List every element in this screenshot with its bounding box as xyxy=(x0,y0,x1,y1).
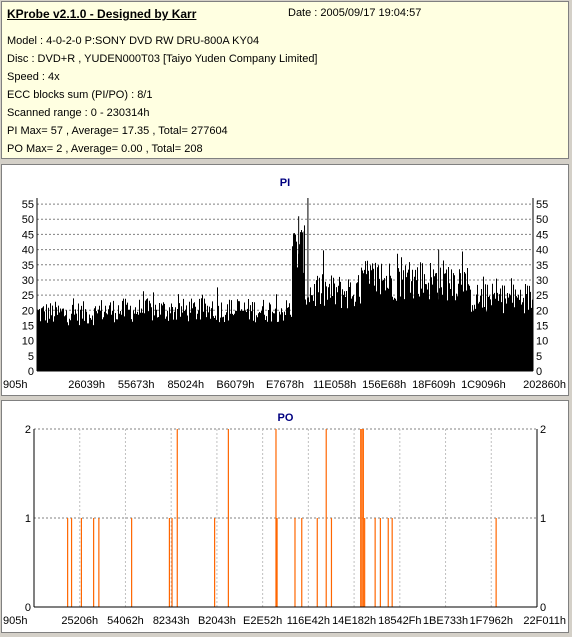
x-tick-label: 11E058h xyxy=(313,379,356,391)
x-tick-label: 25206h xyxy=(61,615,98,627)
y-tick-label-left: 1 xyxy=(25,513,31,525)
info-speed: Speed : 4x xyxy=(7,71,60,83)
y-tick-label-left: 45 xyxy=(22,229,34,241)
po-chart-panel: PO 0 0 1 1 2 2 905h 25206h 54062h 82343h B2043h E2E5… xyxy=(1,400,569,633)
scan-date: Date : 2005/09/17 19:04:57 xyxy=(288,7,422,19)
y-tick-label-right: 5 xyxy=(536,351,542,363)
x-tick-label: 85024h xyxy=(167,379,204,391)
x-tick-label: B6079h xyxy=(216,379,254,391)
x-tick-label: B2043h xyxy=(198,615,236,627)
x-tick-label: 905h xyxy=(3,615,27,627)
y-tick-label-right: 0 xyxy=(536,366,542,378)
y-tick-label-left: 10 xyxy=(22,336,34,348)
info-panel: KProbe v2.1.0 - Designed by Karr Date : … xyxy=(1,1,569,159)
x-tick-label: 22F011h xyxy=(523,615,566,627)
info-model: Model : 4-0-2-0 P:SONY DVD RW DRU-800A K… xyxy=(7,35,260,47)
x-tick-label: 26039h xyxy=(68,379,105,391)
info-ecc: ECC blocks sum (PI/PO) : 8/1 xyxy=(7,89,153,101)
x-tick-label: 18542Fh xyxy=(378,615,421,627)
info-disc: Disc : DVD+R , YUDEN000T03 [Taiyo Yuden … xyxy=(7,53,318,65)
x-tick-label: 1BE733h xyxy=(423,615,468,627)
x-tick-label: 202860h xyxy=(523,379,566,391)
y-tick-label-right: 30 xyxy=(536,275,548,287)
info-range: Scanned range : 0 - 230314h xyxy=(7,107,150,119)
y-tick-label-left: 20 xyxy=(22,305,34,317)
y-tick-label-left: 25 xyxy=(22,290,34,302)
pi-chart-panel: PI 0 0 5 5 10 10 15 15 20 20 25 25 30 30 35 35 40 40 45 45 50… xyxy=(1,164,569,396)
x-tick-label: 116E42h xyxy=(287,615,330,627)
x-tick-label: E2E52h xyxy=(243,615,282,627)
app-title: KProbe v2.1.0 - Designed by Karr xyxy=(7,7,197,21)
y-tick-label-right: 45 xyxy=(536,229,548,241)
y-tick-label-left: 35 xyxy=(22,260,34,272)
y-tick-label-left: 30 xyxy=(22,275,34,287)
x-tick-label: 82343h xyxy=(153,615,190,627)
info-pi-stats: PI Max= 57 , Average= 17.35 , Total= 277… xyxy=(7,125,228,137)
x-tick-label: 1F7962h xyxy=(470,615,513,627)
x-tick-label: 18F609h xyxy=(412,379,455,391)
y-tick-label-right: 15 xyxy=(536,320,548,332)
y-tick-label-left: 55 xyxy=(22,199,34,211)
y-tick-label-right: 10 xyxy=(536,336,548,348)
info-po-stats: PO Max= 2 , Average= 0.00 , Total= 208 xyxy=(7,143,203,155)
po-chart: PO 0 0 1 1 2 2 905h 25206h 54062h 82343h B2043h E2E5… xyxy=(3,412,566,627)
y-tick-label-right: 20 xyxy=(536,305,548,317)
y-tick-label-right: 50 xyxy=(536,214,548,226)
y-tick-label-right: 0 xyxy=(540,602,546,614)
x-tick-label: 905h xyxy=(3,379,27,391)
y-tick-label-left: 5 xyxy=(28,351,34,363)
chart-title: PO xyxy=(278,412,294,424)
y-tick-label-left: 0 xyxy=(28,366,34,378)
pi-bars xyxy=(37,225,533,371)
x-tick-label: 55673h xyxy=(118,379,155,391)
y-tick-label-right: 2 xyxy=(540,424,546,436)
y-tick-label-left: 40 xyxy=(22,245,34,257)
y-tick-label-right: 25 xyxy=(536,290,548,302)
y-tick-label-left: 2 xyxy=(25,424,31,436)
y-tick-label-left: 15 xyxy=(22,320,34,332)
x-tick-label: 156E68h xyxy=(362,379,406,391)
y-tick-label-left: 0 xyxy=(25,602,31,614)
x-tick-label: 14E182h xyxy=(332,615,376,627)
y-tick-label-right: 40 xyxy=(536,245,548,257)
x-tick-label: E7678h xyxy=(266,379,304,391)
y-tick-label-right: 55 xyxy=(536,199,548,211)
x-tick-label: 54062h xyxy=(107,615,144,627)
y-tick-label-left: 50 xyxy=(22,214,34,226)
y-tick-label-right: 1 xyxy=(540,513,546,525)
y-tick-label-right: 35 xyxy=(536,260,548,272)
x-tick-label: 1C9096h xyxy=(461,379,506,391)
chart-title: PI xyxy=(280,177,290,189)
